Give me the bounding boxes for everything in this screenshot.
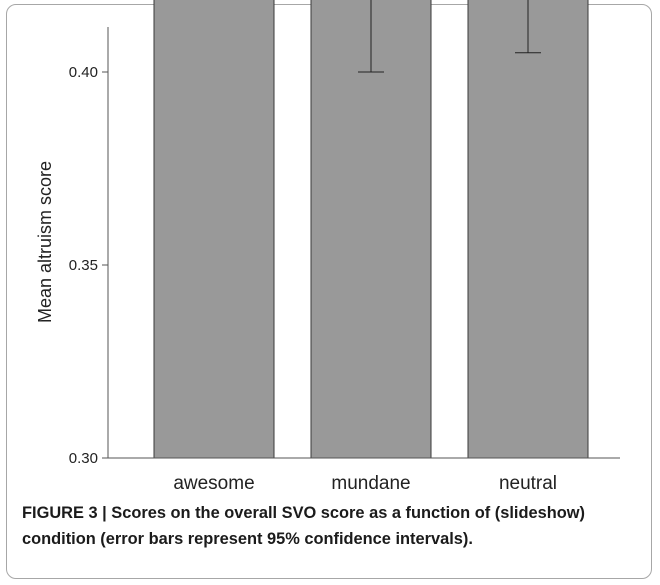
bar-neutral bbox=[467, 0, 589, 459]
x-tick-label-mundane: mundane bbox=[331, 473, 410, 494]
y-axis-label: Mean altruism score bbox=[35, 161, 55, 323]
x-tick-label-awesome: awesome bbox=[173, 473, 254, 494]
bars-group bbox=[153, 0, 589, 459]
y-ticks-group: 0.300.350.400.450.50 bbox=[69, 64, 108, 467]
x-tick-label-neutral: neutral bbox=[499, 473, 557, 494]
bar-awesome bbox=[153, 0, 275, 459]
error-bars-group bbox=[358, 0, 541, 73]
caption-text: Scores on the overall SVO score as a fun… bbox=[22, 504, 585, 548]
caption-label: FIGURE 3 | bbox=[22, 504, 112, 522]
bar-mundane bbox=[310, 0, 432, 459]
y-tick-label: 0.30 bbox=[69, 450, 98, 467]
bar-chart: 0.300.350.400.450.50 awesomemundaneneutr… bbox=[35, 0, 620, 494]
y-tick-label: 0.40 bbox=[69, 64, 98, 81]
figure-caption: FIGURE 3 | Scores on the overall SVO sco… bbox=[22, 500, 642, 552]
y-tick-label: 0.35 bbox=[69, 257, 98, 274]
x-labels-group: awesome mundane neutral bbox=[173, 473, 557, 494]
